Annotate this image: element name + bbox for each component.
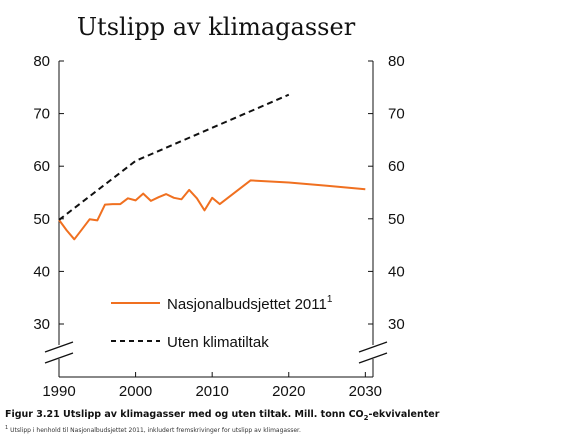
legend-label-uten-klimatiltak: Uten klimatiltak xyxy=(167,334,269,351)
x-tick-label: 1990 xyxy=(42,383,75,400)
right-axis-break-mark xyxy=(358,352,388,364)
chart-legend: Nasjonalbudsjettet 20111 Uten klimatilta… xyxy=(111,294,333,351)
y-tick-label-right: 70 xyxy=(388,106,405,123)
figure-footnote: 1 Utslipp i henhold til Nasjonalbudsjett… xyxy=(5,425,301,434)
figure-caption: Figur 3.21 Utslipp av klimagasser med og… xyxy=(5,409,440,422)
chart-title: Utslipp av klimagasser xyxy=(77,13,356,41)
series-line-uten-klimatiltak xyxy=(58,93,290,221)
y-tick-label-left: 70 xyxy=(33,106,50,123)
left-axis-break-mark xyxy=(44,352,74,364)
y-tick-label-left: 50 xyxy=(33,211,50,228)
y-tick-label-right: 50 xyxy=(388,211,405,228)
left-axis-break-mark xyxy=(44,341,74,353)
y-tick-label-left: 80 xyxy=(33,53,50,70)
x-tick-label: 2000 xyxy=(119,383,152,400)
y-tick-label-right: 30 xyxy=(388,316,405,333)
chart-series xyxy=(58,93,366,241)
x-tick-label: 2030 xyxy=(349,383,382,400)
y-tick-label-left: 60 xyxy=(33,158,50,175)
legend-label-nasjonalbudsjettet: Nasjonalbudsjettet 20111 xyxy=(167,294,333,313)
y-tick-label-right: 40 xyxy=(388,263,405,280)
x-tick-label: 2010 xyxy=(195,383,228,400)
right-axis-break-mark xyxy=(358,341,388,353)
y-tick-label-left: 30 xyxy=(33,316,50,333)
y-tick-label-left: 40 xyxy=(33,263,50,280)
y-tick-label-right: 80 xyxy=(388,53,405,70)
series-line-nasjonalbudsjettet xyxy=(58,179,366,241)
y-tick-label-right: 60 xyxy=(388,158,405,175)
emissions-chart: Utslipp av klimagasser 30 30 40 40 50 50 60 60 7… xyxy=(33,13,404,400)
chart-axes: 30 30 40 40 50 50 60 60 70 70 80 80 1990 2000 2010 2020… xyxy=(33,53,404,400)
x-tick-label: 2020 xyxy=(272,383,305,400)
